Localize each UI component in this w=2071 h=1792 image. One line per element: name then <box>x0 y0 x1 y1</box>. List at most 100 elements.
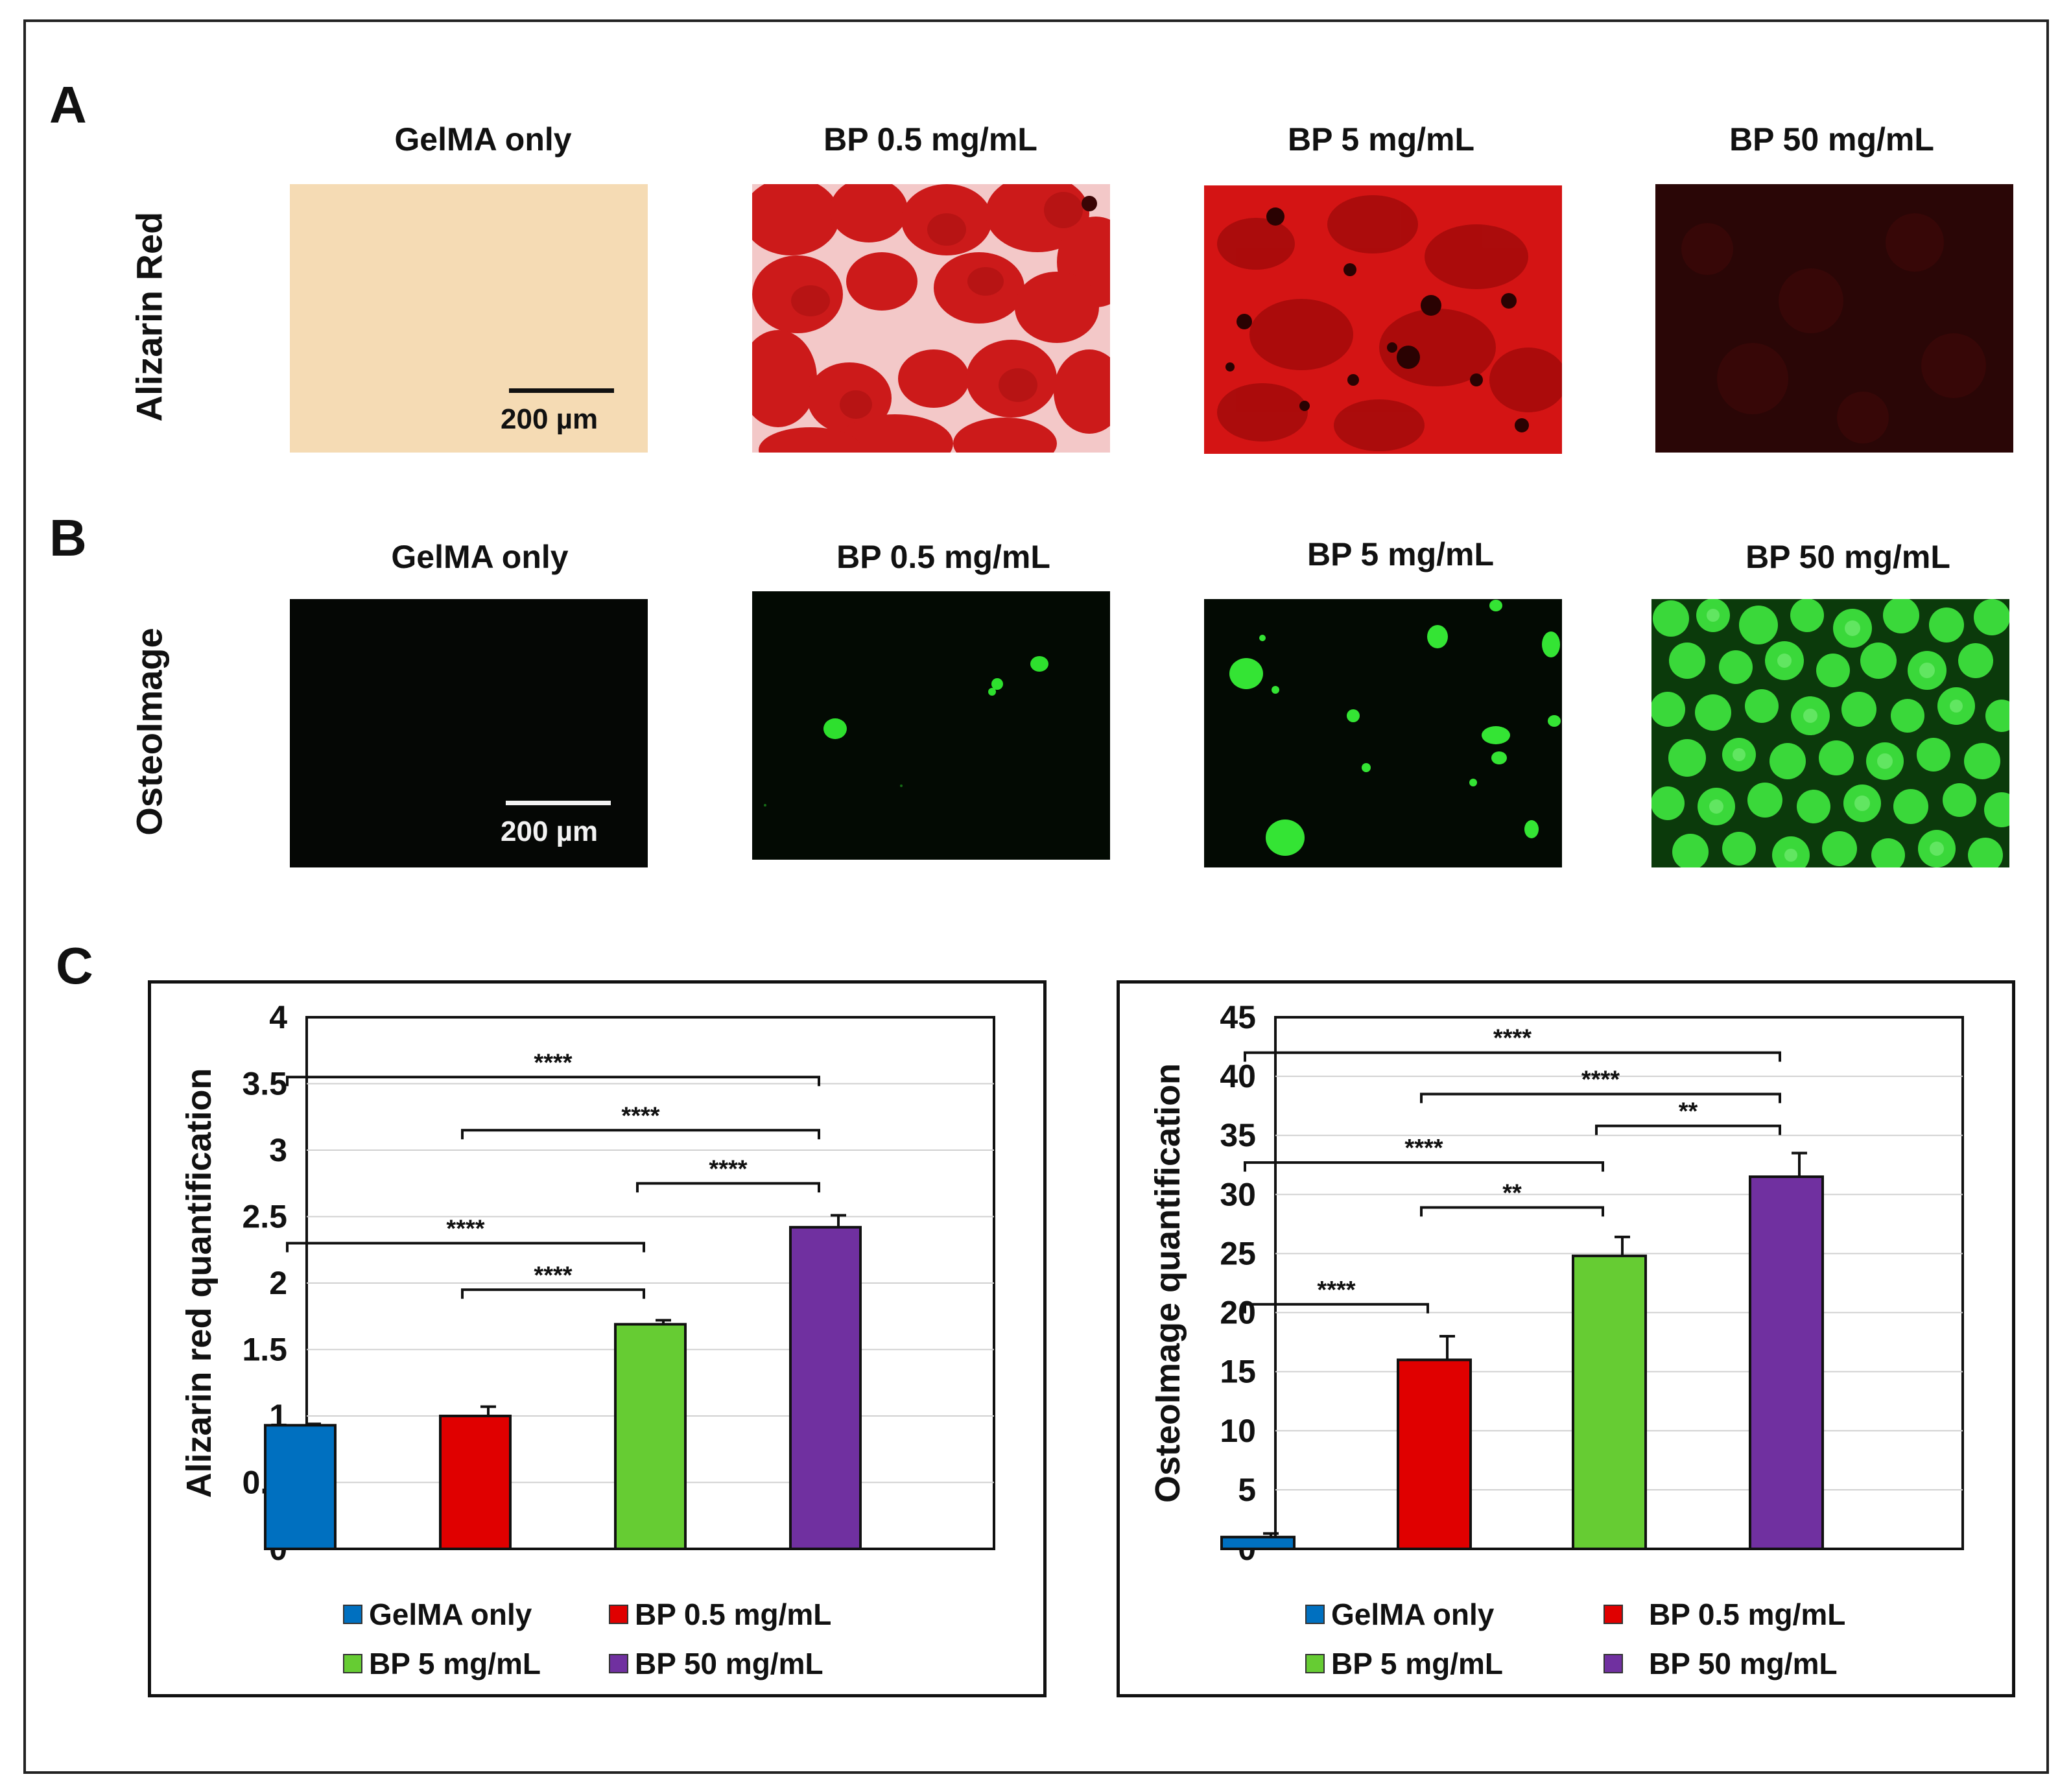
legend-swatch <box>1305 1605 1325 1624</box>
significance-label: **** <box>1404 1135 1443 1162</box>
legend-item-gelma: GelMA only <box>1305 1597 1604 1632</box>
col-title-osteo-gelma: GelMA only <box>391 539 569 575</box>
bar-1 <box>264 1424 337 1550</box>
panel-letter-a: A <box>49 76 87 134</box>
legend-label: BP 5 mg/mL <box>369 1647 541 1680</box>
micrograph-osteo-bp5 <box>1204 599 1562 867</box>
legend-label: BP 5 mg/mL <box>1331 1647 1503 1680</box>
bar-2 <box>1397 1358 1472 1550</box>
chart-osteo-box: 051015202530354045OsteoImage quantificat… <box>1117 980 2015 1697</box>
col-title-bp5: BP 5 mg/mL <box>1287 121 1475 158</box>
col-title-bp05: BP 0.5 mg/mL <box>823 121 1037 158</box>
significance-bracket <box>461 1129 820 1140</box>
y-tick-label: 15 <box>1220 1354 1256 1390</box>
panel-letter-c: C <box>56 937 93 995</box>
significance-bracket <box>1595 1124 1781 1135</box>
y-tick-label: 5 <box>1238 1472 1256 1508</box>
significance-bracket <box>1244 1161 1604 1172</box>
micrograph-osteo-bp05 <box>752 591 1110 860</box>
y-tick-label: 30 <box>1220 1176 1256 1212</box>
significance-label: **** <box>1581 1066 1620 1093</box>
micrograph-alizarin-gelma <box>290 184 648 453</box>
significance-label: ** <box>1679 1098 1698 1126</box>
bar-1 <box>1220 1535 1296 1550</box>
legend-item-bp05: BP 0.5 mg/mL <box>1604 1597 1863 1632</box>
significance-label: **** <box>534 1262 572 1289</box>
scale-bar-alizarin <box>509 388 614 393</box>
bar-4 <box>1749 1175 1824 1550</box>
legend-item-bp50: BP 50 mg/mL <box>1604 1646 1863 1681</box>
legend-swatch <box>343 1605 362 1624</box>
micrograph-alizarin-bp50 <box>1655 184 2013 453</box>
bar-3 <box>1572 1255 1647 1550</box>
micrograph-osteo-bp50 <box>1651 599 2009 867</box>
y-tick-label: 45 <box>1220 999 1256 1035</box>
chart-alizarin-legend: GelMA only BP 0.5 mg/mL BP 5 mg/mL BP 50… <box>343 1597 868 1681</box>
row-label-osteo: OsteoImage <box>128 628 170 836</box>
significance-bracket <box>286 1242 645 1253</box>
significance-bracket <box>1244 1051 1781 1062</box>
significance-label: **** <box>1493 1025 1532 1052</box>
bar-4 <box>789 1225 862 1550</box>
legend-swatch <box>1604 1654 1623 1673</box>
panel-letter-b: B <box>49 509 87 567</box>
significance-label: ** <box>1502 1179 1522 1207</box>
col-title-bp50: BP 50 mg/mL <box>1729 121 1934 158</box>
significance-bracket <box>1244 1303 1429 1314</box>
y-axis-label: Alizarin red quantification <box>180 1068 219 1498</box>
significance-label: **** <box>534 1049 572 1076</box>
significance-bracket <box>1420 1206 1604 1217</box>
y-tick-label: 3.5 <box>242 1066 287 1102</box>
bar-2 <box>439 1415 512 1550</box>
col-title-osteo-bp50: BP 50 mg/mL <box>1746 539 1950 575</box>
legend-swatch <box>343 1654 362 1673</box>
legend-swatch <box>1604 1605 1623 1624</box>
micrograph-osteo-gelma <box>290 599 648 867</box>
legend-label: BP 50 mg/mL <box>1649 1647 1838 1680</box>
significance-label: **** <box>621 1102 659 1129</box>
bar-3 <box>614 1323 687 1550</box>
chart-osteo: 051015202530354045OsteoImage quantificat… <box>1148 999 1964 1567</box>
legend-item-gelma: GelMA only <box>343 1597 609 1632</box>
y-tick-label: 4 <box>269 999 287 1035</box>
significance-bracket <box>1420 1092 1781 1103</box>
y-axis-label: OsteoImage quantification <box>1148 1063 1187 1503</box>
significance-bracket <box>286 1076 820 1087</box>
legend-swatch <box>609 1605 628 1624</box>
y-tick-label: 25 <box>1220 1235 1256 1271</box>
significance-bracket <box>636 1182 820 1193</box>
col-title-osteo-bp05: BP 0.5 mg/mL <box>836 539 1050 575</box>
legend-label: GelMA only <box>1331 1597 1495 1631</box>
significance-label: **** <box>1317 1277 1355 1304</box>
scale-bar-osteo <box>506 801 611 805</box>
legend-swatch <box>1305 1654 1325 1673</box>
y-tick-label: 10 <box>1220 1413 1256 1449</box>
significance-label: **** <box>446 1216 484 1243</box>
y-tick-label: 20 <box>1220 1295 1256 1331</box>
micrograph-alizarin-bp05 <box>752 184 1110 453</box>
scale-label-osteo: 200 µm <box>501 816 598 847</box>
y-tick-label: 35 <box>1220 1117 1256 1153</box>
legend-label: BP 0.5 mg/mL <box>1649 1597 1846 1631</box>
y-tick-label: 3 <box>269 1132 287 1168</box>
y-tick-label: 1.5 <box>242 1332 287 1368</box>
legend-item-bp5: BP 5 mg/mL <box>1305 1646 1604 1681</box>
chart-osteo-legend: GelMA only BP 0.5 mg/mL BP 5 mg/mL BP 50… <box>1305 1597 1863 1681</box>
legend-swatch <box>609 1654 628 1673</box>
significance-label: **** <box>709 1155 747 1183</box>
y-tick-label: 2 <box>269 1265 287 1301</box>
scale-label-alizarin: 200 µm <box>501 403 598 435</box>
col-title-gelma: GelMA only <box>394 121 572 158</box>
legend-item-bp5: BP 5 mg/mL <box>343 1646 609 1681</box>
legend-item-bp50: BP 50 mg/mL <box>609 1646 868 1681</box>
legend-label: BP 0.5 mg/mL <box>635 1597 832 1631</box>
y-tick-label: 40 <box>1220 1058 1256 1094</box>
legend-label: GelMA only <box>369 1597 532 1631</box>
legend-label: BP 50 mg/mL <box>635 1647 823 1680</box>
y-tick-label: 2.5 <box>242 1199 287 1235</box>
significance-bracket <box>461 1288 645 1299</box>
micrograph-alizarin-bp5 <box>1204 185 1562 454</box>
row-label-alizarin: Alizarin Red <box>128 211 170 422</box>
